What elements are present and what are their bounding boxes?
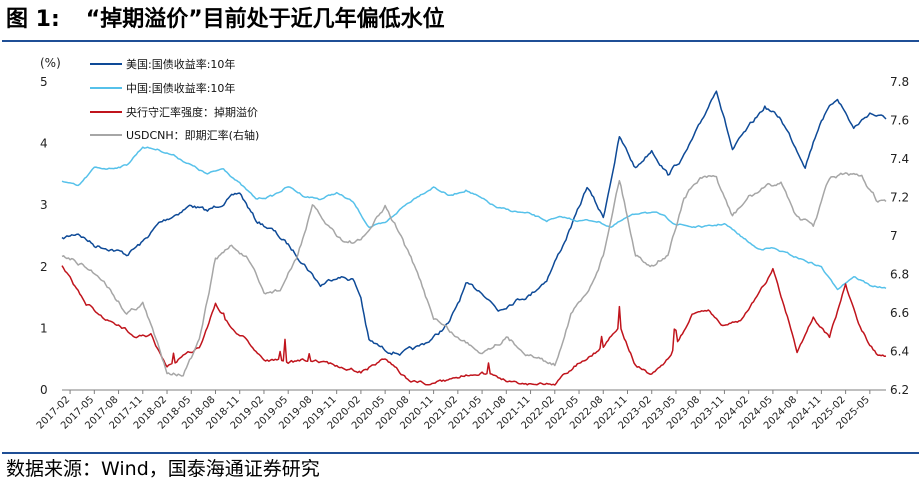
- source-note: 数据来源：Wind，国泰海通证券研究: [6, 458, 320, 480]
- right-tick-label: 7: [890, 229, 898, 243]
- line-chart: (%)0123456.26.46.66.877.27.47.67.82017-0…: [35, 56, 909, 432]
- left-axis-unit: (%): [40, 56, 61, 70]
- right-tick-label: 7.6: [890, 114, 909, 128]
- usdcnh-line: [61, 172, 887, 377]
- legend-entry: 央行守汇率强度：掉期溢价: [126, 105, 258, 119]
- cn10y-line: [61, 146, 887, 291]
- right-tick-label: 7.8: [890, 75, 909, 89]
- us10y-line: [61, 90, 887, 356]
- right-tick-label: 7.2: [890, 191, 909, 205]
- left-tick-label: 4: [40, 137, 48, 151]
- legend-entry: USDCNH：即期汇率(右轴): [126, 128, 259, 142]
- right-tick-label: 6.2: [890, 383, 909, 397]
- legend-entry: 中国:国债收益率:10年: [126, 81, 235, 95]
- left-tick-label: 2: [40, 260, 48, 274]
- source-rule: [2, 452, 919, 454]
- right-tick-label: 6.8: [890, 268, 909, 282]
- left-tick-label: 3: [40, 198, 48, 212]
- title-rule: [2, 40, 919, 42]
- chart-title: 图 1: “掉期溢价”目前处于近几年偏低水位: [6, 2, 445, 38]
- left-tick-label: 5: [40, 75, 48, 89]
- left-tick-label: 1: [40, 321, 48, 335]
- right-tick-label: 7.4: [890, 152, 909, 166]
- figure-label: 图 1:: [6, 7, 60, 32]
- right-tick-label: 6.6: [890, 306, 909, 320]
- figure-title: “掉期溢价”目前处于近几年偏低水位: [85, 7, 445, 32]
- legend-entry: 美国:国债收益率:10年: [126, 57, 235, 71]
- right-tick-label: 6.4: [890, 345, 909, 359]
- left-tick-label: 0: [40, 383, 48, 397]
- swap-premium-line: [61, 265, 887, 386]
